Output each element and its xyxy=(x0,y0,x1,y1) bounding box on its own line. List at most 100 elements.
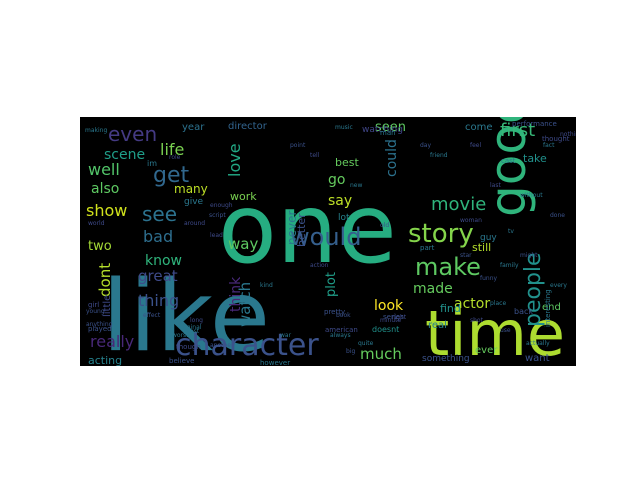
word-another: another xyxy=(210,342,234,349)
word-think: think xyxy=(228,276,244,312)
word-like: like xyxy=(102,260,270,366)
word-cloud: one like time good character story would make pe… xyxy=(80,117,576,366)
word-use: use xyxy=(500,327,511,334)
word-worst: worst xyxy=(172,332,189,339)
word-woman: woman xyxy=(460,217,482,224)
word-big: big xyxy=(346,348,355,355)
word-performance: performance xyxy=(512,120,557,128)
word-one: one xyxy=(218,173,397,285)
word-watch: watch xyxy=(236,282,254,327)
word-girl: girl xyxy=(88,301,99,309)
word-two: two xyxy=(88,239,112,254)
word-thing: thing xyxy=(138,291,179,310)
word-making: making xyxy=(85,127,107,134)
word-good: good xyxy=(479,117,537,217)
word-show: show xyxy=(86,201,127,220)
word-year: year xyxy=(182,122,205,133)
word-war: war xyxy=(280,332,292,339)
word-around: around xyxy=(184,220,205,227)
word-always: always xyxy=(330,332,351,339)
word-every: every xyxy=(550,282,567,289)
word-day: day xyxy=(420,142,431,149)
word-movie: movie xyxy=(431,194,486,215)
word-made: made xyxy=(413,281,453,297)
word-first: first xyxy=(500,120,535,141)
word-better: better xyxy=(295,213,308,247)
word-way: way xyxy=(228,235,258,253)
word-effect: effect xyxy=(143,312,161,319)
word-know: know xyxy=(145,253,182,269)
word-watching: watching xyxy=(362,125,403,135)
word-shot: shot xyxy=(470,317,484,324)
word-thought: thought xyxy=(542,135,570,143)
word-much: much xyxy=(360,345,402,363)
word-love: love xyxy=(225,143,244,177)
word-director: director xyxy=(228,121,268,132)
word-new: new xyxy=(350,182,362,189)
word-part: part xyxy=(420,244,435,252)
word-never: never xyxy=(285,211,299,245)
word-also: also xyxy=(91,181,119,197)
word-old: old xyxy=(380,222,389,229)
word-great: great xyxy=(138,267,178,285)
word-scene: scene xyxy=(104,147,145,163)
word-tv: tv xyxy=(508,228,514,235)
word-place: place xyxy=(490,300,506,307)
word-book: book xyxy=(336,312,351,319)
word-make: make xyxy=(415,253,481,281)
word-lot: lot xyxy=(338,213,350,223)
word-ever: ever xyxy=(475,345,498,356)
word-guy: guy xyxy=(480,233,497,243)
word-must: must xyxy=(184,328,200,335)
word-plot: plot xyxy=(324,272,339,297)
word-give: give xyxy=(184,197,204,207)
word-cast: cast xyxy=(501,157,516,165)
word-might: might xyxy=(520,252,538,259)
word-back: back xyxy=(514,307,533,316)
word-character: character xyxy=(175,328,319,363)
word-pretty: pretty xyxy=(324,308,345,316)
word-end: end xyxy=(542,302,561,313)
word-world: world xyxy=(88,220,105,227)
word-friend: friend xyxy=(430,152,448,159)
word-something: something xyxy=(422,354,470,364)
word-role: role xyxy=(169,154,181,161)
word-life: life xyxy=(160,140,184,159)
word-funny: funny xyxy=(480,275,498,282)
word-without: without xyxy=(520,192,543,199)
word-original: original xyxy=(179,324,202,331)
word-say: say xyxy=(328,193,352,209)
word-nothing: nothing xyxy=(560,131,576,138)
word-go: go xyxy=(328,172,345,188)
word-im: im xyxy=(147,159,157,168)
word-look: look xyxy=(374,298,404,314)
word-little: little xyxy=(102,295,113,317)
word-really: really xyxy=(90,332,134,351)
word-man: man xyxy=(380,129,396,137)
word-star: star xyxy=(460,252,472,259)
word-long: long xyxy=(190,317,203,324)
word-music: music xyxy=(335,124,353,131)
word-people: people xyxy=(521,252,546,327)
word-come: come xyxy=(465,122,493,133)
word-bad: bad xyxy=(143,227,173,246)
word-series: series xyxy=(383,313,404,321)
word-best: best xyxy=(335,156,359,169)
word-however: however xyxy=(260,359,290,366)
word-minute: minute xyxy=(380,317,401,324)
word-work: work xyxy=(230,190,257,203)
word-though: though xyxy=(176,343,201,351)
word-take: take xyxy=(523,152,547,165)
word-american: american xyxy=(325,326,358,334)
word-feel: feel xyxy=(470,142,481,149)
word-enough: enough xyxy=(210,202,233,209)
word-point: point xyxy=(290,142,306,149)
word-could: could xyxy=(384,139,400,177)
word-even: even xyxy=(108,122,157,146)
word-well: well xyxy=(88,160,120,179)
word-still: still xyxy=(472,241,491,254)
word-right: right xyxy=(392,314,407,321)
word-story: story xyxy=(408,219,474,249)
word-actually: actually xyxy=(526,340,550,347)
